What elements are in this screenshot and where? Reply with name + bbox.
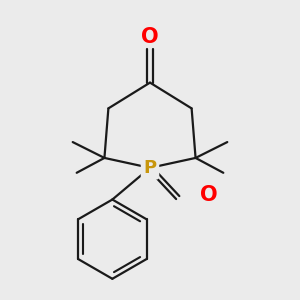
Text: O: O bbox=[141, 27, 159, 47]
Text: P: P bbox=[143, 159, 157, 177]
Text: O: O bbox=[200, 184, 217, 205]
